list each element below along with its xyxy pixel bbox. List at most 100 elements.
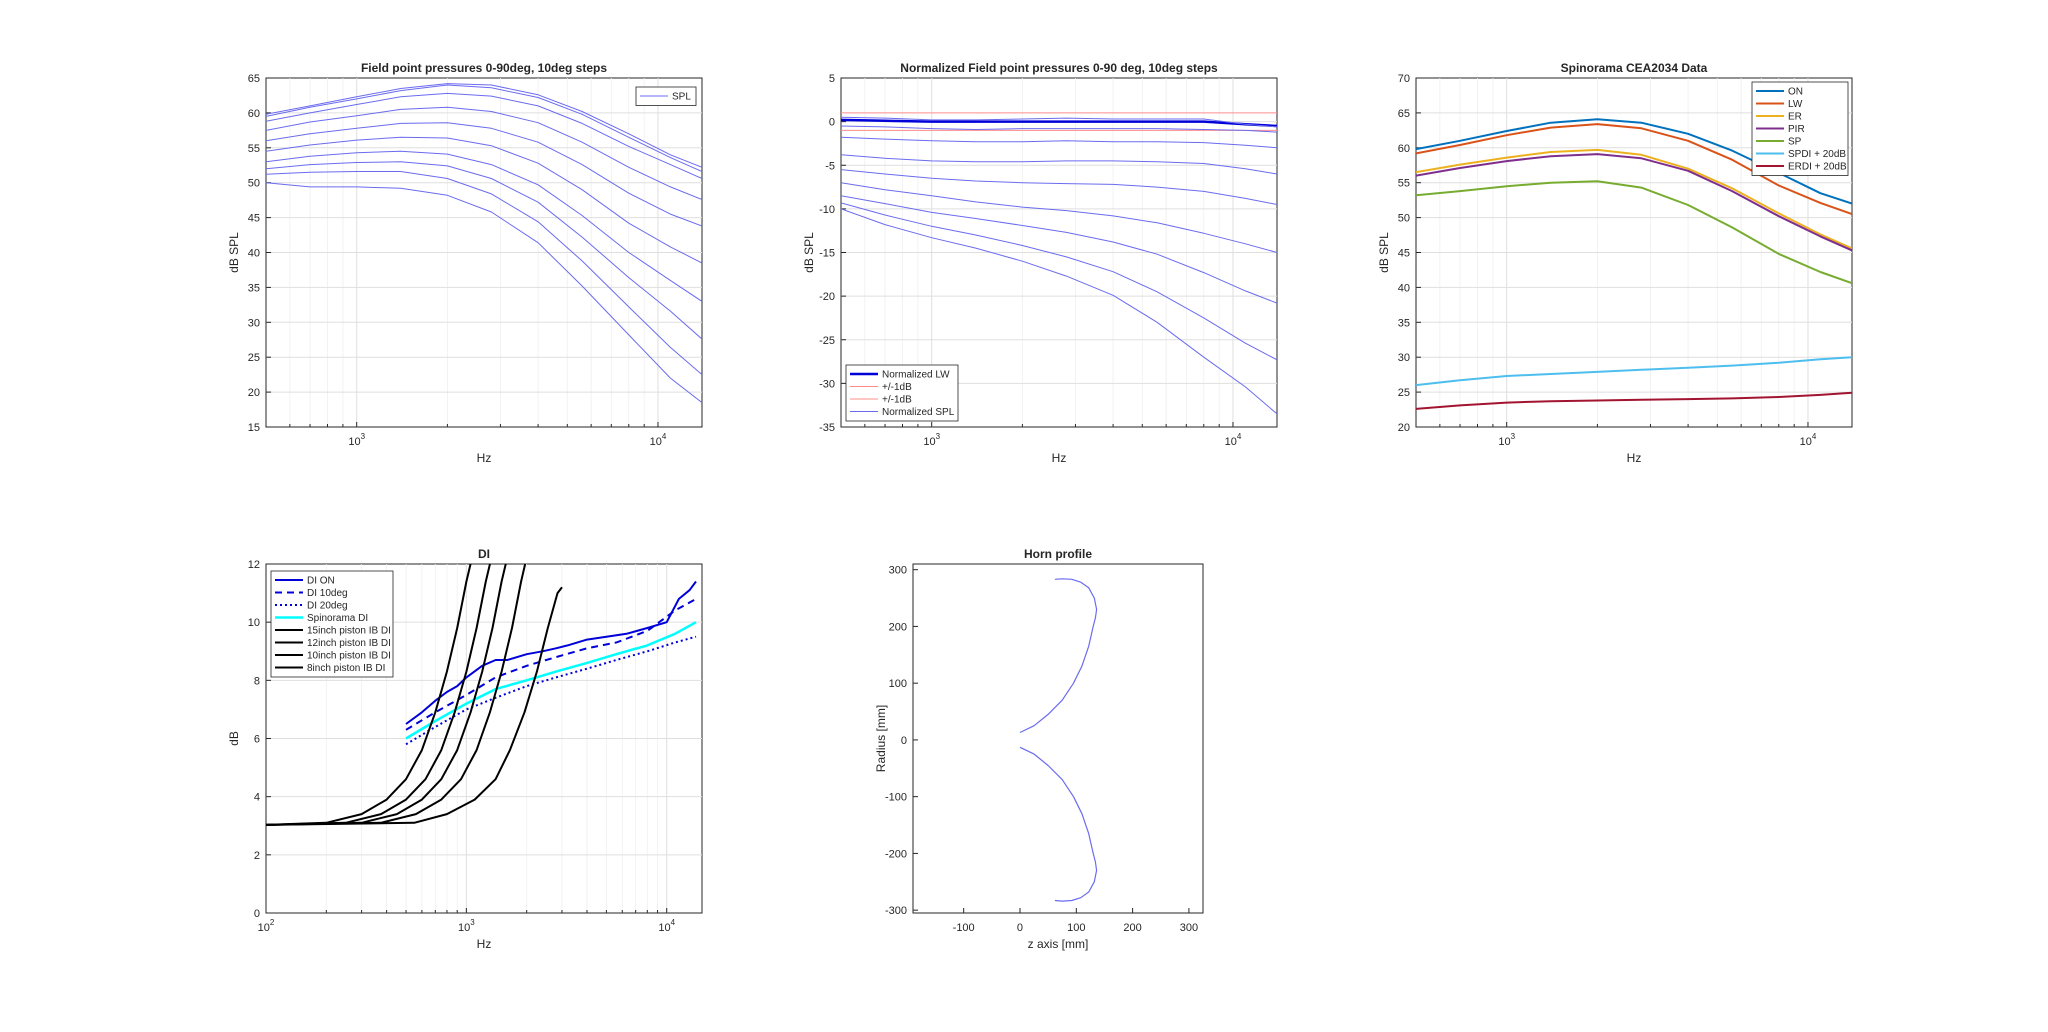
series-line-12inch-piston-ib-di <box>266 564 491 826</box>
y-tick-label: -5 <box>825 160 835 172</box>
series-group <box>266 564 697 826</box>
chart-title: Spinorama CEA2034 Data <box>1561 61 1708 75</box>
x-tick-label: 0 <box>1017 922 1023 934</box>
y-tick-label: 100 <box>889 678 907 690</box>
legend-label: ERDI + 20dB <box>1788 162 1847 173</box>
series-line-8inch-piston-ib-di <box>266 564 527 826</box>
y-tick-label: -200 <box>885 848 907 860</box>
chart-p1: 15 20 25 30 35 40 45 50 55 60 65 103 104 Field point … <box>227 61 703 465</box>
series-line <box>266 106 702 200</box>
x-tick-label: 103 <box>923 432 940 448</box>
series-line <box>841 125 1277 133</box>
series-line-normalized-spl <box>841 116 1277 128</box>
y-tick-label: -20 <box>819 291 835 303</box>
series-line-spl <box>266 83 702 168</box>
legend-label: 12inch piston IB DI <box>307 638 391 649</box>
series-line <box>266 136 702 264</box>
y-tick-label: -10 <box>819 204 835 216</box>
y-tick-label: 30 <box>248 317 260 329</box>
series-line <box>841 136 1277 149</box>
chart-p3: 20 25 30 35 40 45 50 55 60 65 70 103 104 Spinorama CE… <box>1377 61 1853 465</box>
y-tick-label: 0 <box>829 117 835 129</box>
legend-label: Normalized LW <box>882 370 950 381</box>
y-tick-label: 45 <box>1398 248 1410 260</box>
series-line <box>266 84 702 172</box>
y-tick-label: 40 <box>248 248 260 260</box>
legend-label: PIR <box>1788 124 1805 135</box>
x-tick-label: 103 <box>1498 432 1515 448</box>
x-tick-label: -100 <box>953 922 975 934</box>
series-line-15inch-piston-ib-di <box>266 564 472 826</box>
x-tick-label: 103 <box>458 918 475 934</box>
legend-box <box>270 570 394 678</box>
y-axis-label: dB SPL <box>802 232 816 273</box>
series-line <box>266 171 702 375</box>
y-tick-label: 20 <box>1398 422 1410 434</box>
y-tick-label: 2 <box>254 850 260 862</box>
chart-p2: -35 -30 -25 -20 -15 -10 -5 0 5 103 104 Normalized F… <box>802 61 1278 465</box>
series-line-erdi-20db <box>1416 391 1852 410</box>
y-tick-label: 65 <box>248 73 260 85</box>
x-tick-label: 104 <box>1225 432 1242 448</box>
legend: SPL <box>635 86 697 106</box>
series-line-er <box>1416 148 1852 250</box>
series-line <box>841 182 1277 253</box>
legend-label: 15inch piston IB DI <box>307 626 391 637</box>
y-tick-label: 60 <box>248 108 260 120</box>
y-tick-label: 60 <box>1398 143 1410 155</box>
series-line <box>266 122 702 227</box>
series-line <box>841 169 1277 205</box>
y-tick-label: 25 <box>1398 387 1410 399</box>
y-tick-label: 15 <box>248 422 260 434</box>
series-line <box>266 586 563 826</box>
series-line <box>841 202 1277 361</box>
y-tick-label: -35 <box>819 422 835 434</box>
legend-label: SPL <box>672 92 691 103</box>
series-line <box>841 195 1277 304</box>
series-line-10inch-piston-ib-di <box>266 564 507 826</box>
series-line-sp <box>1416 180 1852 285</box>
legend-label: DI 20deg <box>307 601 348 612</box>
legend-label: +/-1dB <box>882 382 912 393</box>
y-tick-label: 65 <box>1398 108 1410 120</box>
x-tick-label: 103 <box>348 432 365 448</box>
series-line-pir <box>1416 153 1852 252</box>
legend-label: +/-1dB <box>882 395 912 406</box>
y-tick-label: -300 <box>885 905 907 917</box>
y-tick-label: 200 <box>889 621 907 633</box>
series-group <box>1019 578 1098 902</box>
x-tick-label: 102 <box>258 918 275 934</box>
y-tick-label: 35 <box>248 282 260 294</box>
series-line <box>1019 578 1098 734</box>
y-tick-label: -25 <box>819 335 835 347</box>
chart-p5: -300 -200 -100 0 100 200 300 -100 0 100 200 300 Horn… <box>874 547 1204 951</box>
series-line-normalized-lw <box>841 118 1277 128</box>
y-tick-label: -100 <box>885 792 907 804</box>
plot-area <box>912 563 1204 914</box>
x-axis-label: Hz <box>477 937 492 951</box>
legend-label: ON <box>1788 87 1803 98</box>
y-tick-label: 55 <box>1398 178 1410 190</box>
legend-label: SPDI + 20dB <box>1788 149 1846 160</box>
y-tick-label: 50 <box>1398 213 1410 225</box>
series-line <box>266 182 702 403</box>
y-tick-label: -15 <box>819 248 835 260</box>
y-axis-label: dB <box>227 731 241 746</box>
series-line-on <box>1416 118 1852 205</box>
y-tick-label: 300 <box>889 565 907 577</box>
legend-label: DI ON <box>307 576 335 587</box>
x-axis-label: z axis [mm] <box>1028 937 1089 951</box>
series-line <box>841 154 1277 175</box>
series-group <box>1416 118 1852 410</box>
legend-label: 8inch piston IB DI <box>307 663 385 674</box>
y-tick-label: 6 <box>254 734 260 746</box>
chart-title: Normalized Field point pressures 0-90 de… <box>900 61 1218 75</box>
legend-label: Spinorama DI <box>307 613 368 624</box>
chart-title: DI <box>478 547 490 561</box>
x-tick-label: 104 <box>650 432 667 448</box>
x-tick-label: 104 <box>1800 432 1817 448</box>
y-tick-label: 50 <box>248 178 260 190</box>
x-axis-label: Hz <box>1052 451 1067 465</box>
